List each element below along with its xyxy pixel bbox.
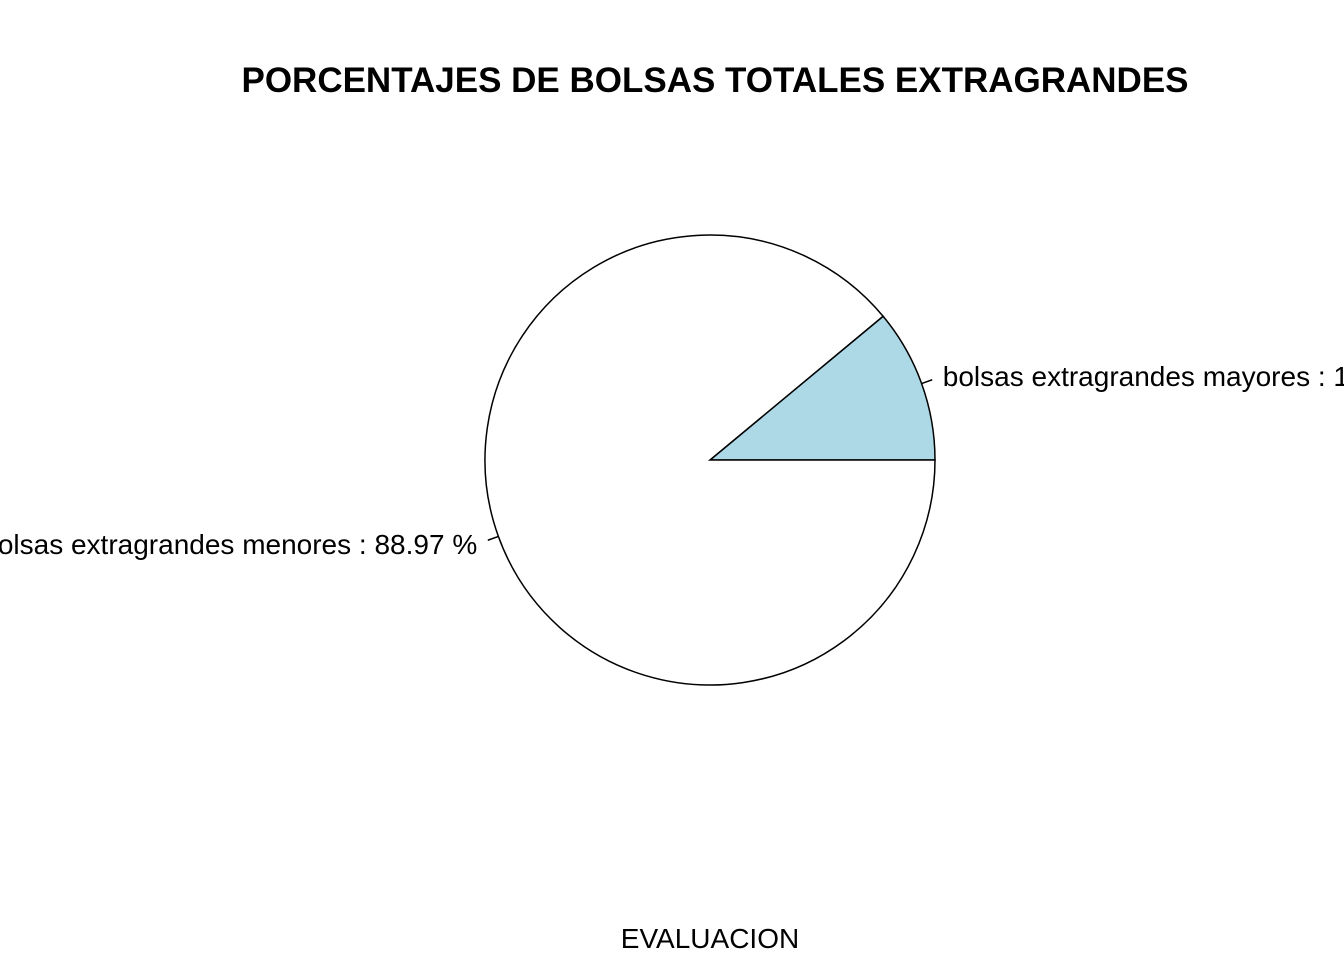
chart-title: PORCENTAJES DE BOLSAS TOTALES EXTRAGRAND… [241,61,1188,100]
slice-labels: bolsas extragrandes mayores : 11.03 % bol… [0,361,1344,560]
pie-slice-0 [707,315,936,461]
slice-label-1: bolsas extragrandes menores : 88.97 % [0,529,477,560]
pie-slice-1 [484,234,936,686]
slice-label-tick-1 [487,535,499,541]
slice-label-ticks [487,379,933,541]
slice-label-0: bolsas extragrandes mayores : 11.03 % [943,361,1344,392]
slice-label-tick-0 [921,379,933,385]
pie-slices [484,234,936,686]
x-axis-label: EVALUACION [621,923,799,954]
